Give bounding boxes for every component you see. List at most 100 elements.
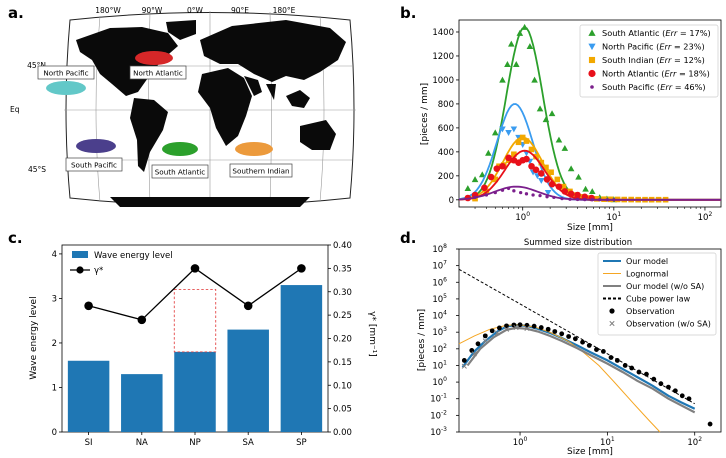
region-label-3: South Atlantic — [155, 168, 206, 177]
b-point-4-12 — [560, 196, 564, 201]
b-point-0-11 — [526, 43, 534, 50]
d-point-4-14 — [559, 331, 565, 337]
b-point-1-10 — [544, 189, 552, 196]
d-point-5-3-b — [494, 330, 500, 336]
arabia-india — [244, 76, 276, 100]
c-xtick-label-SP: SP — [296, 438, 307, 448]
legend-gamma-marker — [76, 266, 84, 274]
b-point-3-4 — [493, 165, 501, 172]
chart-d-xlabel: Size [mm] — [567, 447, 613, 457]
d-ytick-label-10: 107 — [432, 260, 447, 272]
b-point-0-14 — [542, 116, 550, 123]
d-point-4-32 — [686, 396, 692, 402]
b-point-2-12 — [538, 159, 545, 166]
b-point-0-16 — [555, 136, 563, 143]
d-legend-label-1: Lognormal — [626, 270, 668, 279]
panel-c: c. Wave energy level γ* [mm⁻¹] 0 1 2 3 4 0.00… — [8, 229, 377, 448]
d-point-4-0 — [461, 358, 467, 363]
d-ytick-label-5: 102 — [432, 343, 447, 355]
d-line-2 — [466, 326, 696, 414]
b-legend-marker-3 — [588, 69, 596, 78]
b-point-2-8 — [519, 134, 526, 141]
chart-c-legend: Wave energy level γ* — [70, 251, 173, 276]
d-point-4-19 — [594, 347, 599, 352]
d-point-4-8 — [517, 322, 523, 328]
region-marker-4 — [235, 142, 273, 156]
lon-label-0: 0°W — [187, 6, 204, 15]
b-point-2-13 — [543, 164, 549, 171]
b-point-0-21 — [588, 188, 596, 195]
c-y2tick-label-4: 0.20 — [333, 335, 352, 345]
d-point-4-27 — [651, 376, 657, 382]
d-point-4-13 — [552, 329, 558, 334]
d-point-5-5 — [513, 324, 519, 331]
d-point-4-22 — [614, 358, 620, 363]
b-point-0-9 — [516, 29, 524, 36]
d-point-4-26 — [644, 371, 649, 377]
b-legend-label-3: North Atlantic (Err = 18%) — [602, 69, 710, 79]
b-legend-marker-2 — [588, 56, 596, 64]
d-point-4-30 — [672, 388, 678, 394]
d-point-4-6 — [504, 323, 509, 329]
map-regions: North Pacific North Atlantic South Pacific… — [37, 51, 293, 179]
d-legend-label-0: Our model — [626, 257, 668, 266]
b-point-4-6 — [519, 190, 523, 195]
b-ytick-label-4: 800 — [438, 100, 454, 110]
b-point-2-14 — [548, 169, 554, 176]
d-ytick-label-9: 106 — [432, 276, 447, 288]
c-y2tick-label-7: 0.35 — [333, 264, 352, 274]
antarctica — [110, 197, 310, 207]
d-point-5-6-b — [524, 325, 530, 331]
lon-label-90e: 90°E — [231, 6, 249, 15]
region-marker-0 — [46, 81, 86, 95]
legend-gamma-label: γ* — [94, 266, 103, 276]
europe-asia — [200, 20, 346, 82]
d-ytick-label-3: 100 — [432, 376, 447, 388]
b-point-1-9 — [537, 177, 545, 184]
d-point-4-11 — [538, 325, 544, 330]
c-bar-NA — [121, 374, 163, 432]
chart-d-title: Summed size distribution — [524, 238, 632, 248]
chart-b-legend: South Atlantic (Err = 17%) North Pacific … — [579, 24, 719, 98]
b-point-3-6 — [505, 154, 512, 162]
b-point-3-19 — [574, 191, 581, 199]
b-point-2-10 — [528, 146, 535, 153]
d-point-4-12 — [545, 326, 551, 332]
b-point-3-13 — [537, 170, 545, 177]
lat-label-eq: Eq — [10, 105, 20, 114]
b-point-2-11 — [533, 153, 539, 160]
chart-c-plot — [67, 264, 323, 432]
d-point-5-6 — [524, 325, 530, 331]
legend-bar-swatch — [72, 251, 88, 258]
c-ytick-label-0: 0 — [52, 428, 57, 438]
d-point-4-28 — [658, 381, 664, 387]
c-bar-SA — [227, 329, 269, 432]
south-america — [130, 98, 168, 172]
chart-d-axes: 10-3 10-2 10-1 100 101 102 103 104 105 106 107 108 1… — [430, 243, 702, 448]
c-ytick-label-2: 2 — [52, 339, 57, 349]
b-point-4-2 — [493, 190, 497, 195]
region-label-1: North Atlantic — [133, 69, 183, 78]
d-ytick-label-0: 10-3 — [430, 426, 447, 438]
d-point-4-16 — [572, 336, 578, 342]
b-legend-marker-1 — [588, 43, 596, 51]
chart-d-ylabel: [pieces / mm] — [417, 309, 427, 371]
b-point-0-18 — [567, 165, 575, 172]
b-point-0-13 — [536, 105, 544, 112]
d-xtick-label-0: 100 — [513, 436, 528, 448]
c-gamma-point-SI — [84, 301, 93, 311]
b-point-2-7 — [515, 139, 522, 146]
b-legend-label-2: South Indian (Err = 12%) — [602, 55, 705, 65]
b-point-4-13 — [568, 197, 572, 201]
b-point-3-16 — [555, 183, 563, 190]
d-point-4-25 — [636, 369, 642, 375]
panel-a: a. 180°W 90°W 0°W 90°E — [8, 4, 356, 207]
c-y2tick-label-3: 0.15 — [333, 358, 352, 368]
b-point-3-15 — [548, 180, 556, 188]
b-xtick-label-2: 102 — [698, 211, 713, 223]
b-point-0-20 — [582, 185, 589, 192]
b-point-3-3 — [487, 173, 495, 181]
b-point-0-12 — [531, 76, 538, 83]
b-point-0-5 — [499, 76, 506, 83]
